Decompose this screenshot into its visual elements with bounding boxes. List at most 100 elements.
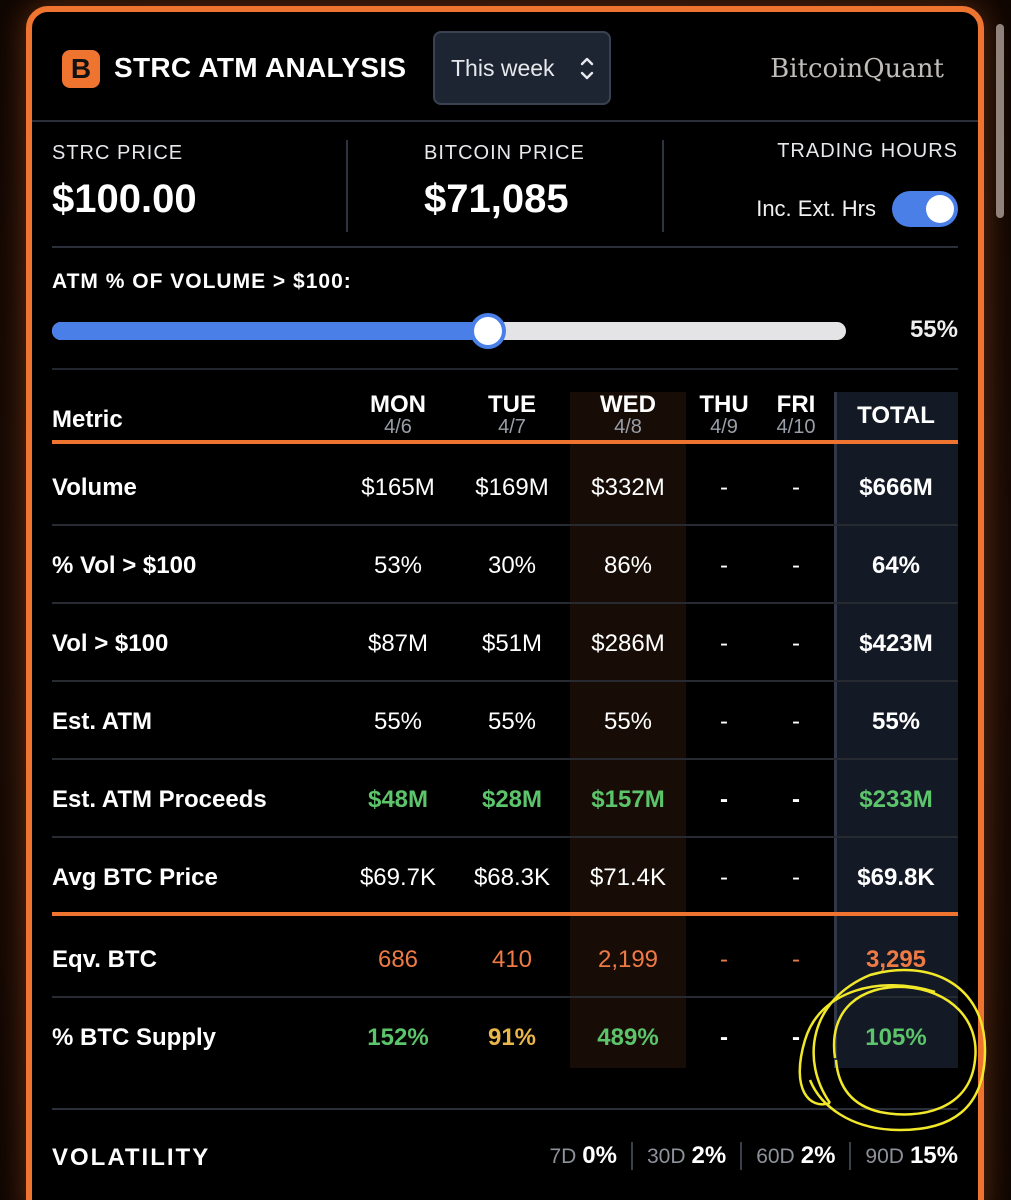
cell: $169M (475, 474, 549, 501)
cell: $51M (481, 630, 543, 657)
total-cell: 105% (865, 1024, 927, 1051)
period-select[interactable]: This week (433, 31, 611, 105)
col-header-thu[interactable]: THU 4/9 (699, 391, 749, 439)
table-row: Avg BTC Price $69.7K $68.3K $71.4K - - $… (52, 838, 958, 916)
cell: - (792, 708, 800, 735)
page-scrollbar[interactable] (996, 24, 1004, 218)
cell: - (720, 630, 728, 657)
table-row: % Vol > $100 53% 30% 86% - - 64% (52, 526, 958, 604)
volatility-section: VOLATILITY 7D 0% 30D 2% 60D 2% 90D 15% (52, 1108, 958, 1200)
cell: - (792, 474, 800, 501)
app-title: STRC ATM ANALYSIS (114, 52, 407, 83)
cell: 30% (487, 552, 537, 579)
cell: - (720, 708, 728, 735)
cell: $165M (361, 474, 435, 501)
trading-hours: TRADING HOURS Inc. Ext. Hrs (756, 140, 958, 227)
table-row: Volume $165M $169M $332M - - $666M (52, 448, 958, 526)
trading-hours-label: TRADING HOURS (777, 140, 958, 162)
cell: - (720, 864, 728, 891)
toggle-knob (926, 195, 954, 223)
col-header-total: TOTAL (857, 402, 935, 429)
strc-atm-card: B STRC ATM ANALYSIS This week BitcoinQua… (26, 6, 984, 1200)
card-header: B STRC ATM ANALYSIS This week BitcoinQua… (32, 12, 978, 122)
cell: - (792, 946, 800, 973)
bitcoin-price-label: BITCOIN PRICE (424, 142, 585, 164)
table-header: Metric MON 4/6 TUE 4/7 WED 4/8 THU 4/9 FRI 4/… (52, 392, 958, 444)
cell: - (720, 946, 728, 973)
cell: - (792, 786, 800, 813)
cell: $332M (591, 474, 665, 501)
atm-percent-section: ATM % OF VOLUME > $100: 55% (52, 248, 958, 370)
atm-slider-label: ATM % OF VOLUME > $100: (52, 270, 352, 293)
row-label: % Vol > $100 (52, 552, 197, 579)
cell: - (792, 1024, 800, 1051)
row-label: Avg BTC Price (52, 864, 218, 891)
divider (662, 140, 664, 232)
cell: - (720, 1024, 728, 1051)
bitcoin-price-value: $71,085 (424, 177, 569, 221)
total-cell: 3,295 (865, 946, 927, 973)
table-row: % BTC Supply 152% 91% 489% - - 105% (52, 998, 958, 1076)
col-header-tue[interactable]: TUE 4/7 (488, 391, 536, 439)
cell: $87M (367, 630, 429, 657)
total-column (834, 392, 958, 1068)
row-label: Vol > $100 (52, 630, 169, 657)
cell: $71.4K (589, 864, 667, 891)
col-header-fri[interactable]: FRI 4/10 (776, 391, 816, 439)
strc-price-label: STRC PRICE (52, 142, 184, 164)
table-row: Eqv. BTC 686 410 2,199 - - 3,295 (52, 920, 958, 998)
cell: 410 (491, 946, 533, 973)
cell: - (792, 552, 800, 579)
row-label: Est. ATM (52, 708, 152, 735)
strc-price: STRC PRICE $100.00 (52, 142, 197, 222)
ext-hours-label: Inc. Ext. Hrs (756, 196, 876, 221)
volatility-7d: 7D 0% (549, 1142, 617, 1169)
brand-logo: BitcoinQuant (770, 54, 944, 84)
cell: - (792, 630, 800, 657)
cell: $28M (481, 786, 543, 813)
cell: $48M (367, 786, 429, 813)
divider (346, 140, 348, 232)
total-cell: $233M (859, 786, 933, 813)
ext-hours-toggle[interactable] (892, 191, 958, 227)
slider-fill (52, 322, 488, 340)
slider-thumb[interactable] (470, 313, 506, 349)
total-cell: $423M (859, 630, 933, 657)
cell: 86% (603, 552, 653, 579)
cell: - (720, 552, 728, 579)
atm-slider-value: 55% (909, 316, 958, 343)
period-select-value: This week (451, 55, 555, 81)
cell: 55% (603, 708, 653, 735)
volatility-90d: 90D 15% (849, 1142, 958, 1170)
cell: $68.3K (473, 864, 551, 891)
total-cell: 55% (871, 708, 921, 735)
cell: 152% (367, 1024, 429, 1051)
strc-price-value: $100.00 (52, 177, 197, 221)
cell: 2,199 (597, 946, 659, 973)
cell: $157M (591, 786, 665, 813)
row-label: Eqv. BTC (52, 946, 157, 973)
volatility-label: VOLATILITY (52, 1144, 211, 1171)
chevron-updown-icon (579, 33, 595, 132)
bitcoin-icon: B (62, 50, 100, 88)
atm-slider[interactable] (52, 313, 846, 349)
cell: 55% (487, 708, 537, 735)
table-row: Est. ATM Proceeds $48M $28M $157M - - $2… (52, 760, 958, 838)
volatility-values: 7D 0% 30D 2% 60D 2% 90D 15% (535, 1142, 958, 1170)
cell: 55% (373, 708, 423, 735)
cell: $69.7K (359, 864, 437, 891)
cell: 686 (377, 946, 419, 973)
table-row: Est. ATM 55% 55% 55% - - 55% (52, 682, 958, 760)
highlight-column-wed (570, 392, 686, 1068)
cell: $286M (591, 630, 665, 657)
col-header-mon[interactable]: MON 4/6 (370, 391, 426, 439)
price-summary: STRC PRICE $100.00 BITCOIN PRICE $71,085… (52, 122, 958, 248)
volatility-60d: 60D 2% (740, 1142, 849, 1170)
col-header-wed[interactable]: WED 4/8 (600, 391, 656, 439)
total-cell: $69.8K (857, 864, 935, 891)
row-label: % BTC Supply (52, 1024, 217, 1051)
cell: 91% (487, 1024, 537, 1051)
row-label: Est. ATM Proceeds (52, 786, 267, 813)
cell: 53% (373, 552, 423, 579)
total-cell: 64% (871, 552, 921, 579)
